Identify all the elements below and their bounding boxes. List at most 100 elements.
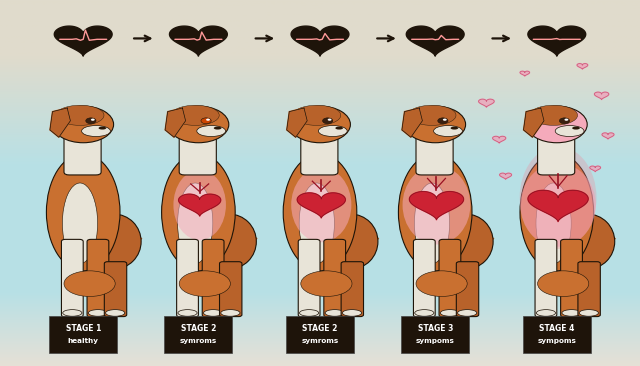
FancyBboxPatch shape [578, 262, 600, 317]
Ellipse shape [440, 310, 460, 316]
Circle shape [559, 118, 570, 124]
Ellipse shape [214, 127, 221, 130]
Ellipse shape [63, 183, 97, 264]
Text: STAGE 2: STAGE 2 [180, 324, 216, 333]
Ellipse shape [56, 105, 104, 125]
Ellipse shape [172, 105, 219, 125]
Ellipse shape [88, 310, 108, 316]
Ellipse shape [335, 127, 343, 130]
Circle shape [201, 118, 211, 124]
FancyBboxPatch shape [413, 239, 435, 317]
Ellipse shape [536, 310, 556, 316]
Text: STAGE 2: STAGE 2 [302, 324, 338, 333]
FancyBboxPatch shape [298, 239, 320, 317]
Ellipse shape [579, 310, 598, 316]
Circle shape [91, 119, 95, 121]
Ellipse shape [161, 154, 236, 271]
Text: sympoms: sympoms [538, 338, 576, 344]
Polygon shape [179, 194, 221, 216]
Circle shape [443, 119, 447, 121]
Ellipse shape [204, 310, 223, 316]
FancyBboxPatch shape [301, 132, 338, 175]
Ellipse shape [202, 214, 256, 269]
FancyBboxPatch shape [49, 316, 117, 354]
Ellipse shape [520, 146, 596, 249]
Ellipse shape [458, 310, 477, 316]
Ellipse shape [405, 106, 466, 143]
Ellipse shape [221, 310, 240, 316]
Circle shape [206, 119, 210, 121]
Circle shape [86, 118, 96, 124]
Ellipse shape [106, 310, 125, 316]
Circle shape [438, 118, 448, 124]
Ellipse shape [342, 310, 362, 316]
Ellipse shape [300, 183, 335, 264]
Ellipse shape [451, 127, 458, 130]
Ellipse shape [520, 163, 596, 247]
Polygon shape [528, 26, 586, 56]
FancyBboxPatch shape [535, 239, 557, 317]
Ellipse shape [63, 310, 82, 316]
Ellipse shape [319, 126, 347, 137]
Circle shape [564, 119, 568, 121]
Polygon shape [479, 99, 494, 107]
Polygon shape [297, 193, 346, 218]
Ellipse shape [53, 106, 114, 143]
Ellipse shape [561, 214, 615, 269]
Ellipse shape [408, 105, 456, 125]
Polygon shape [406, 26, 464, 56]
Ellipse shape [283, 154, 357, 271]
Polygon shape [410, 191, 463, 220]
Text: STAGE 4: STAGE 4 [539, 324, 575, 333]
Polygon shape [590, 166, 600, 172]
Text: STAGE 3: STAGE 3 [417, 324, 453, 333]
Polygon shape [602, 133, 614, 139]
FancyBboxPatch shape [341, 262, 364, 317]
Ellipse shape [439, 214, 493, 269]
Text: sympoms: sympoms [416, 338, 454, 344]
Ellipse shape [178, 310, 197, 316]
Ellipse shape [520, 154, 593, 271]
Ellipse shape [325, 310, 344, 316]
Polygon shape [50, 108, 70, 137]
FancyBboxPatch shape [456, 262, 479, 317]
Polygon shape [528, 190, 588, 221]
Text: symroms: symroms [180, 338, 217, 344]
FancyBboxPatch shape [220, 262, 242, 317]
FancyBboxPatch shape [286, 316, 354, 354]
Ellipse shape [173, 170, 226, 240]
FancyBboxPatch shape [538, 132, 575, 175]
Polygon shape [595, 92, 609, 100]
Ellipse shape [301, 271, 352, 296]
Ellipse shape [99, 127, 106, 130]
Ellipse shape [416, 271, 467, 296]
Ellipse shape [46, 154, 120, 271]
FancyBboxPatch shape [439, 239, 461, 317]
FancyBboxPatch shape [561, 239, 582, 317]
Polygon shape [577, 64, 588, 69]
Ellipse shape [536, 183, 572, 264]
Ellipse shape [168, 106, 229, 143]
Ellipse shape [530, 105, 578, 125]
Ellipse shape [290, 106, 351, 143]
Ellipse shape [556, 126, 584, 137]
Ellipse shape [434, 126, 463, 137]
Polygon shape [287, 108, 307, 137]
Polygon shape [524, 108, 544, 137]
Ellipse shape [572, 127, 580, 130]
FancyBboxPatch shape [61, 239, 83, 317]
Polygon shape [54, 26, 112, 56]
Polygon shape [170, 26, 227, 56]
Ellipse shape [82, 126, 111, 137]
Ellipse shape [86, 214, 141, 269]
Text: healthy: healthy [68, 338, 99, 344]
Ellipse shape [562, 310, 581, 316]
Ellipse shape [415, 183, 450, 264]
Polygon shape [291, 26, 349, 56]
Ellipse shape [291, 168, 351, 242]
Polygon shape [500, 173, 511, 179]
Polygon shape [402, 108, 422, 137]
Ellipse shape [403, 165, 470, 244]
Ellipse shape [323, 214, 378, 269]
FancyBboxPatch shape [401, 316, 469, 354]
